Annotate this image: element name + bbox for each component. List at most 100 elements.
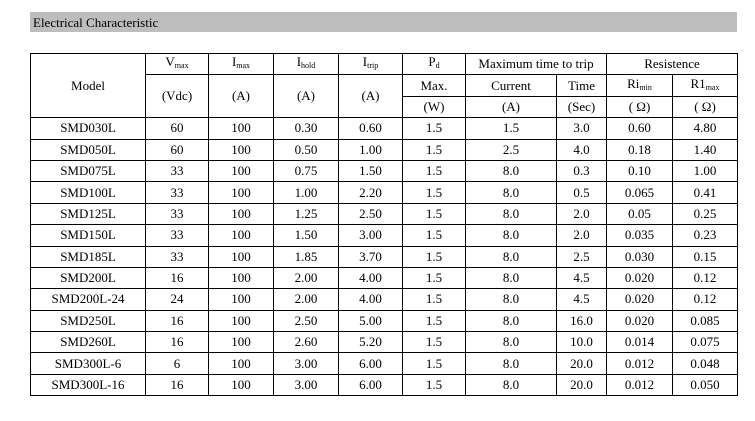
value-cell: 2.00 [273, 266, 339, 290]
value-cell: 3.00 [273, 373, 339, 397]
value-cell: 0.050 [672, 373, 738, 397]
value-cell: 0.020 [606, 309, 673, 333]
value-cell: 0.05 [606, 202, 673, 226]
value-cell: 0.035 [606, 224, 673, 247]
value-cell: 24 [145, 288, 209, 311]
value-cell: 8.0 [465, 331, 557, 354]
value-cell: 2.60 [273, 331, 339, 354]
value-cell: 8.0 [465, 224, 557, 247]
value-cell: 33 [145, 181, 209, 204]
model-cell: SMD300L-16 [30, 373, 146, 397]
value-cell: 1.5 [402, 224, 466, 247]
value-cell: 100 [208, 202, 274, 226]
value-cell: 8.0 [465, 159, 557, 183]
value-cell: 0.15 [672, 245, 738, 268]
symbol: I [296, 54, 302, 70]
value-cell: 0.60 [606, 117, 673, 140]
unit-cell: (Vdc) [145, 74, 209, 119]
value-cell: 0.048 [672, 352, 738, 375]
value-cell: 0.41 [672, 181, 738, 204]
model-cell: SMD030L [30, 117, 146, 140]
value-cell: 1.5 [402, 117, 466, 140]
header-cell: R1max [672, 74, 738, 97]
header-row: (Vdc) (A) (A) (A) Max. Current Time Rimi… [31, 74, 738, 119]
value-cell: 16 [145, 373, 209, 397]
group-title: Resistence [606, 52, 738, 76]
value-cell: 5.00 [338, 309, 403, 333]
subscript: max [705, 82, 720, 92]
data-row: SMD200L-24 24 100 2.00 4.00 1.5 8.0 4.5 0.020 0.1… [30, 288, 738, 311]
unit-cell: (A) [338, 74, 403, 119]
model-cell: SMD260L [30, 331, 146, 354]
value-cell: 0.50 [273, 138, 339, 161]
header-row: (W) (A) (Sec) ( Ω) ( Ω) [31, 95, 738, 119]
value-cell: 60 [145, 138, 209, 161]
value-cell: 16 [145, 309, 209, 333]
value-cell: 0.020 [606, 266, 673, 290]
value-cell: 8.0 [465, 373, 557, 397]
header-cell: Itrip [338, 52, 403, 76]
subscript: max [174, 61, 189, 71]
symbol: V [165, 54, 175, 70]
value-cell: 1.5 [402, 331, 466, 354]
value-cell: 0.3 [556, 159, 607, 183]
data-row: SMD050L 60 100 0.50 1.00 1.5 2.5 4.0 0.18 1.40 [30, 138, 738, 161]
subscript: max [236, 61, 251, 71]
data-row: SMD260L 16 100 2.60 5.20 1.5 8.0 10.0 0.014 0.075 [30, 331, 738, 354]
value-cell: 1.40 [672, 138, 738, 161]
value-cell: 33 [145, 245, 209, 268]
value-cell: 1.25 [273, 202, 339, 226]
value-cell: 6 [145, 352, 209, 375]
value-cell: 1.5 [402, 159, 466, 183]
data-row: SMD250L 16 100 2.50 5.00 1.5 8.0 16.0 0.020 0.085 [30, 309, 738, 333]
model-cell: SMD150L [30, 224, 146, 247]
header-row: Model Vmax Imax Ihold Itrip Pd Maximum t… [30, 52, 738, 119]
value-cell: 0.030 [606, 245, 673, 268]
value-cell: 100 [208, 266, 274, 290]
value-cell: 5.20 [338, 331, 403, 354]
value-cell: 2.50 [338, 202, 403, 226]
value-cell: 8.0 [465, 352, 557, 375]
model-cell: SMD075L [30, 159, 146, 183]
value-cell: 2.5 [556, 245, 607, 268]
value-cell: 100 [208, 288, 274, 311]
value-cell: 0.75 [273, 159, 339, 183]
value-cell: 8.0 [465, 245, 557, 268]
value-cell: 1.5 [402, 202, 466, 226]
value-cell: 4.00 [338, 288, 403, 311]
value-cell: 4.80 [672, 117, 738, 140]
data-row: SMD150L 33 100 1.50 3.00 1.5 8.0 2.0 0.035 0.23 [30, 224, 738, 247]
value-cell: 0.60 [338, 117, 403, 140]
model-cell: SMD200L [30, 266, 146, 290]
header-cell: Imax [208, 52, 274, 76]
data-row: SMD100L 33 100 1.00 2.20 1.5 8.0 0.5 0.065 0.41 [30, 181, 738, 204]
value-cell: 8.0 [465, 288, 557, 311]
model-cell: SMD200L-24 [30, 288, 146, 311]
data-row: SMD200L 16 100 2.00 4.00 1.5 8.0 4.5 0.020 0.12 [30, 266, 738, 290]
value-cell: 16 [145, 331, 209, 354]
header-cell: Model [30, 52, 146, 119]
value-cell: 2.5 [465, 138, 557, 161]
value-cell: 1.5 [402, 266, 466, 290]
symbol: I [231, 54, 237, 70]
header-cell: Ihold [273, 52, 339, 76]
value-cell: 0.012 [606, 373, 673, 397]
value-cell: 100 [208, 373, 274, 397]
header-cell: Pd [402, 52, 466, 76]
value-cell: 0.12 [672, 266, 738, 290]
value-cell: 2.50 [273, 309, 339, 333]
value-cell: 1.50 [273, 224, 339, 247]
value-cell: 100 [208, 181, 274, 204]
model-cell: SMD250L [30, 309, 146, 333]
unit-cell: (W) [402, 95, 466, 119]
value-cell: 0.012 [606, 352, 673, 375]
value-cell: 3.70 [338, 245, 403, 268]
value-cell: 0.10 [606, 159, 673, 183]
value-cell: 1.5 [402, 181, 466, 204]
value-cell: 8.0 [465, 266, 557, 290]
value-cell: 0.12 [672, 288, 738, 311]
subscript: min [639, 82, 652, 92]
header-cell: Rimin [606, 74, 673, 97]
value-cell: 2.0 [556, 202, 607, 226]
